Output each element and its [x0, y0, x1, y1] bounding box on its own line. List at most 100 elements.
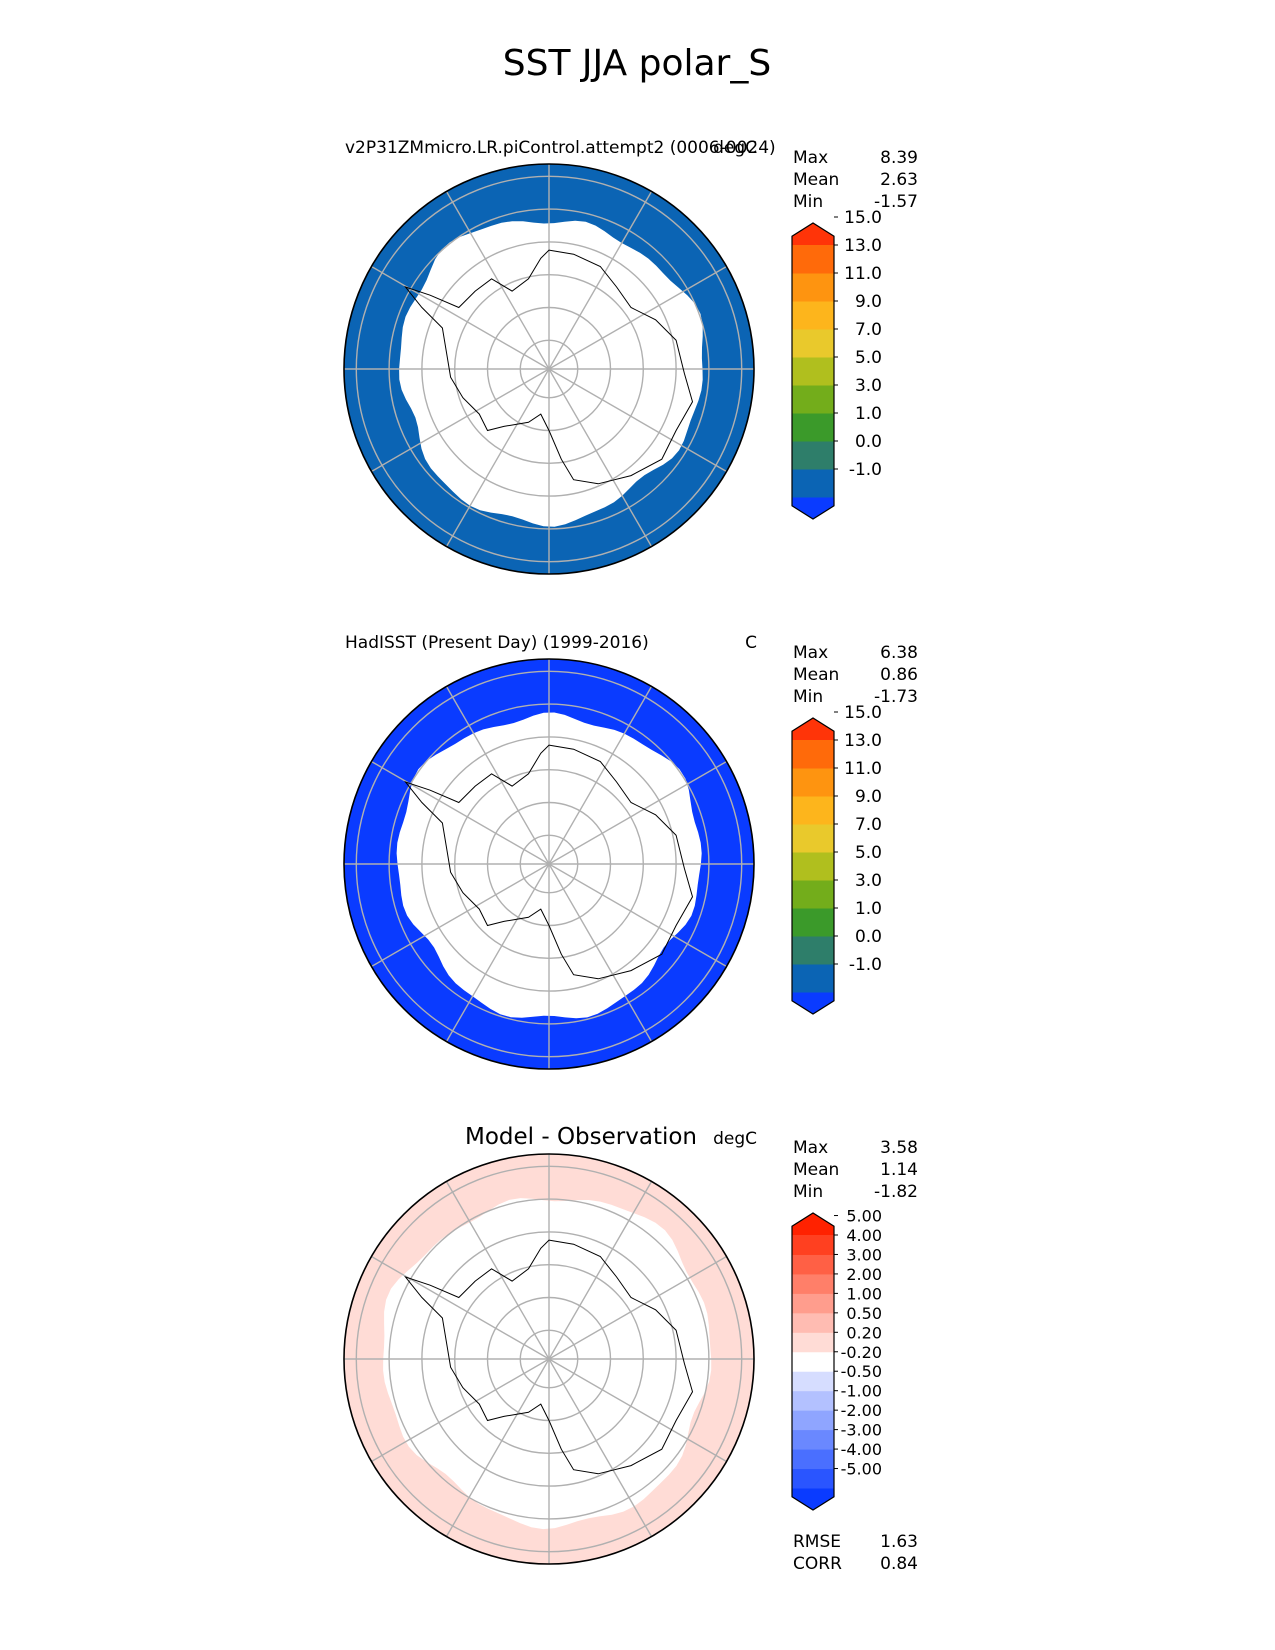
- panel-diff-stats: Max 3.58 Mean 1.14 Min -1.82: [793, 1138, 918, 1202]
- panel-obs-units: C: [745, 633, 757, 653]
- stat-mean-label: Mean: [793, 1160, 839, 1180]
- colorbar-tick-label: 1.0: [855, 404, 882, 424]
- colorbar-segment: [792, 1429, 834, 1450]
- colorbar-tick-label: 0.0: [855, 927, 882, 947]
- panel-diff-units: degC: [713, 1129, 757, 1149]
- colorbar-segment: [792, 1293, 834, 1314]
- map-boundary: [343, 163, 755, 575]
- stat-mean-value: 2.63: [880, 170, 918, 190]
- colorbar-tick-label: 1.00: [846, 1284, 882, 1303]
- colorbar-segment: [792, 441, 834, 470]
- colorbar-segment: [792, 469, 834, 498]
- colorbar-tick-label: 15.0: [844, 703, 882, 723]
- colorbar-segment: [792, 1273, 834, 1294]
- longitude-line: [445, 191, 653, 547]
- stat-max-value: 8.39: [880, 148, 918, 168]
- lat-lon-grid: [344, 659, 754, 1069]
- panel-diff-title: Model - Observation: [465, 1124, 697, 1150]
- colorbar-tick-label: 4.00: [846, 1226, 882, 1245]
- polar-map-model: [343, 163, 755, 575]
- colorbar-segment: [792, 908, 834, 937]
- colorbar-tick-label: -1.00: [841, 1382, 882, 1401]
- metric-rmse-label: RMSE: [793, 1532, 841, 1552]
- colorbar-segment: [792, 936, 834, 965]
- colorbar-model: -1.0 0.0 1.0 3.0 5.0 7.0 9.0 11.0 13.0 15.0: [791, 208, 882, 520]
- lat-lon-grid: [344, 1154, 754, 1564]
- panel-model: v2P31ZMmicro.LR.piControl.attempt2 (0006…: [343, 138, 918, 575]
- colorbar-segment: [792, 740, 834, 769]
- colorbar-extend-low: [792, 1488, 834, 1510]
- panel-obs: HadISST (Present Day) (1999-2016) C Max …: [343, 633, 918, 1070]
- colorbar-tick-label: 0.50: [846, 1304, 882, 1323]
- stat-max-value: 6.38: [880, 643, 918, 663]
- colorbar-segment: [792, 796, 834, 825]
- stat-max-label: Max: [793, 643, 828, 663]
- panel-model-stats: Max 8.39 Mean 2.63 Min -1.57: [793, 148, 918, 212]
- colorbar-extend-high: [792, 1213, 834, 1235]
- colorbar-tick-label: 7.0: [855, 815, 882, 835]
- map-field: [344, 164, 754, 574]
- colorbar-segment: [792, 1254, 834, 1275]
- colorbar-tick-label: 5.00: [846, 1207, 882, 1226]
- colorbar-extend-high: [792, 718, 834, 740]
- colorbar-tick-label: 5.0: [855, 348, 882, 368]
- figure-title: SST JJA polar_S: [503, 43, 771, 84]
- colorbar-tick-label: -2.00: [841, 1401, 882, 1420]
- colorbar-outline: [791, 222, 835, 520]
- colorbar-tick-label: 1.0: [855, 899, 882, 919]
- colorbar-tick-label: 0.20: [846, 1323, 882, 1342]
- colorbar-segment: [792, 413, 834, 442]
- colorbar-segment: [792, 880, 834, 909]
- polar-map-obs: [343, 658, 755, 1070]
- colorbar-tick-label: 7.0: [855, 320, 882, 340]
- colorbar-segment: [792, 329, 834, 358]
- stat-min-label: Min: [793, 687, 823, 707]
- colorbar-extend-high: [792, 223, 834, 245]
- metric-corr-label: CORR: [793, 1554, 842, 1574]
- colorbar-segment: [792, 824, 834, 853]
- colorbar-segment: [792, 273, 834, 302]
- colorbar-tick-label: -5.00: [841, 1460, 882, 1479]
- panel-model-title: v2P31ZMmicro.LR.piControl.attempt2 (0006…: [345, 138, 776, 158]
- stat-min-value: -1.82: [874, 1182, 918, 1202]
- stat-mean-label: Mean: [793, 665, 839, 685]
- colorbar-segment: [792, 1312, 834, 1333]
- polar-map-diff: [343, 1153, 755, 1565]
- longitude-line: [445, 1181, 653, 1537]
- stat-mean-label: Mean: [793, 170, 839, 190]
- metric-rmse-value: 1.63: [880, 1532, 918, 1552]
- colorbar-tick-label: -4.00: [841, 1440, 882, 1459]
- colorbar-outline: [791, 1212, 835, 1511]
- sea-ice-mask: [399, 220, 703, 527]
- colorbar-tick-label: -3.00: [841, 1421, 882, 1440]
- stat-min-label: Min: [793, 192, 823, 212]
- stat-mean-value: 1.14: [880, 1160, 918, 1180]
- colorbar-tick-label: 3.0: [855, 871, 882, 891]
- colorbar-tick-label: 9.0: [855, 787, 882, 807]
- map-field: [344, 659, 754, 1069]
- colorbar-segment: [792, 385, 834, 414]
- lat-lon-grid: [344, 164, 754, 574]
- map-field: [344, 1154, 754, 1564]
- panel-obs-stats: Max 6.38 Mean 0.86 Min -1.73: [793, 643, 918, 707]
- colorbar-tick-label: 9.0: [855, 292, 882, 312]
- stat-min-value: -1.73: [874, 687, 918, 707]
- coastline: [404, 1239, 694, 1475]
- colorbar-segment: [792, 1351, 834, 1372]
- stat-max-value: 3.58: [880, 1138, 918, 1158]
- colorbar-segment: [792, 1390, 834, 1411]
- colorbar-obs: -1.0 0.0 1.0 3.0 5.0 7.0 9.0 11.0 13.0 15.0: [791, 703, 882, 1015]
- stat-max-label: Max: [793, 1138, 828, 1158]
- colorbar-segment: [792, 1332, 834, 1353]
- colorbar-tick-label: 13.0: [844, 236, 882, 256]
- colorbar-tick-label: 3.0: [855, 376, 882, 396]
- colorbar-segment: [792, 357, 834, 386]
- map-boundary: [343, 658, 755, 1070]
- colorbar-tick-label: 15.0: [844, 208, 882, 228]
- colorbar-segment: [792, 852, 834, 881]
- colorbar-diff: -5.00-4.00-3.00-2.00-1.00-0.50-0.200.200…: [791, 1207, 882, 1511]
- coastline: [404, 249, 694, 485]
- colorbar-tick-label: -0.20: [841, 1343, 882, 1362]
- colorbar-segment: [792, 1468, 834, 1489]
